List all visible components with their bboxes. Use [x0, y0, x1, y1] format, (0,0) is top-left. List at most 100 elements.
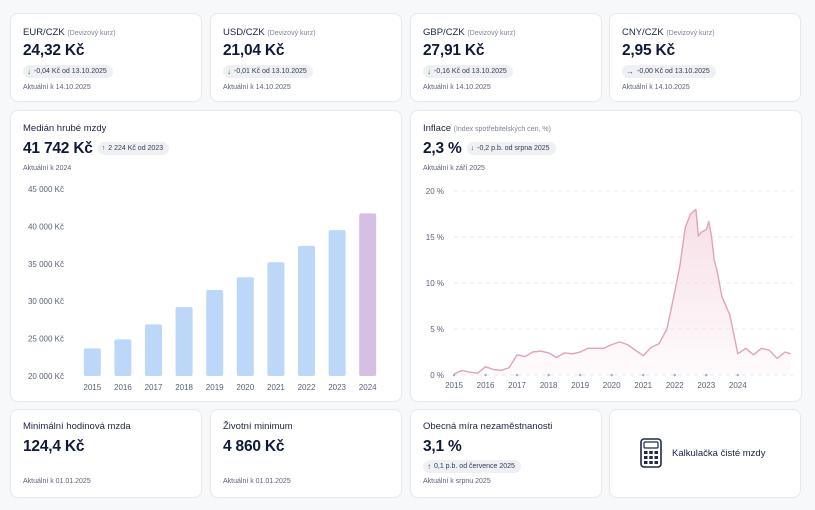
change-text: -0,2 p.b. od srpna 2025: [477, 145, 550, 153]
currency-title: GBP/CZK (Devizový kurz): [423, 27, 516, 38]
y-tick-label: 25 000 Kč: [28, 335, 64, 344]
updated-text: Aktuální k 2024: [23, 165, 72, 172]
arrow-up-icon: ↑: [427, 462, 431, 471]
x-tick-label: 2017: [508, 381, 526, 390]
change-badge: ↑ 2 224 Kč od 2023: [97, 142, 170, 156]
x-tick-label: 2020: [603, 381, 621, 390]
arrow-up-icon: ↑: [101, 145, 106, 153]
inflation-value: 2,3 %: [423, 140, 462, 157]
currency-type: (Devizový kurz): [267, 30, 316, 37]
y-tick-label: 35 000 Kč: [28, 260, 64, 269]
currency-title: CNY/CZK (Devizový kurz): [622, 27, 715, 38]
x-tick-label: 2024: [359, 383, 377, 392]
subsistence-minimum-card[interactable]: Životní minimum 4 860 Kč Aktuální k 01.0…: [210, 409, 402, 498]
change-badge: ↑ 0,1 p.b. od července 2025: [423, 460, 521, 473]
currency-pair: CNY/CZK: [622, 27, 664, 38]
currency-value: 27,91 Kč: [423, 42, 485, 59]
y-tick-label: 15 %: [426, 233, 444, 242]
x-tick-label: 2015: [445, 381, 463, 390]
calculator-icon: [640, 438, 662, 468]
updated-text: Aktuální k 01.01.2025: [23, 478, 91, 485]
inflation-value-row: 2,3 % ↓ -0,2 p.b. od srpna 2025: [423, 140, 556, 158]
x-tick-label: 2020: [236, 383, 254, 392]
updated-text: Aktuální k 14.10.2025: [423, 84, 491, 91]
x-tick-label: 2015: [83, 383, 101, 392]
change-text: -0,00 Kč od 13.10.2025: [637, 68, 710, 75]
calculator-label[interactable]: Kalkulačka čisté mzdy: [672, 447, 766, 459]
updated-text: Aktuální k září 2025: [423, 165, 485, 172]
x-tick-label: 2016: [477, 381, 495, 390]
stat-title: Životní minimum: [223, 421, 293, 432]
arrow-down-icon: ↓: [227, 67, 231, 76]
stat-title: Obecná míra nezaměstnanosti: [423, 421, 553, 432]
inflation-line[interactable]: [453, 208, 791, 375]
inflation-area: [454, 209, 791, 375]
arrow-right-icon: →: [626, 67, 634, 76]
currency-title: USD/CZK (Devizový kurz): [223, 27, 316, 38]
bar[interactable]: [175, 307, 193, 376]
y-tick-label: 20 %: [426, 187, 444, 196]
bar[interactable]: [236, 277, 254, 376]
x-tick-label: 2022: [666, 381, 684, 390]
change-badge: ↓ -0,04 Kč od 13.10.2025: [23, 65, 113, 78]
wage-value-row: 41 742 Kč ↑ 2 224 Kč od 2023: [23, 140, 170, 158]
x-tick-label: 2021: [634, 381, 652, 390]
updated-text: Aktuální k 14.10.2025: [23, 84, 91, 91]
unemployment-card[interactable]: Obecná míra nezaměstnanosti 3,1 % ↑ 0,1 p…: [410, 409, 602, 498]
change-badge: ↓ -0,01 Kč od 13.10.2025: [223, 65, 313, 78]
y-tick-label: 20 000 Kč: [28, 372, 64, 381]
inflation-subtitle: (Index spotřebitelských cen, %): [453, 126, 551, 133]
wage-card[interactable]: Medián hrubé mzdy 41 742 Kč ↑ 2 224 Kč od …: [10, 110, 402, 402]
updated-text: Aktuální k 01.01.2025: [223, 478, 291, 485]
inflation-card[interactable]: Inflace (Index spotřebitelských cen, %) …: [410, 110, 802, 402]
y-tick-label: 0 %: [430, 371, 444, 380]
stat-value: 4 860 Kč: [223, 438, 285, 455]
x-tick-label: 2017: [145, 383, 163, 392]
currency-card-gbp[interactable]: GBP/CZK (Devizový kurz) 27,91 Kč ↓ -0,16 …: [410, 13, 602, 102]
bar[interactable]: [83, 348, 101, 376]
change-badge: ↓ -0,2 p.b. od srpna 2025: [466, 142, 556, 156]
x-tick-label: 2023: [697, 381, 715, 390]
stat-value: 124,4 Kč: [23, 438, 85, 455]
currency-card-eur[interactable]: EUR/CZK (Devizový kurz) 24,32 Kč ↓ -0,04 …: [10, 13, 202, 102]
net-salary-calculator-card[interactable]: Kalkulačka čisté mzdy: [609, 409, 801, 498]
bar[interactable]: [328, 230, 346, 376]
min-wage-card[interactable]: Minimální hodinová mzda 124,4 Kč Aktuáln…: [10, 409, 202, 498]
x-tick-label: 2022: [298, 383, 316, 392]
stat-title: Minimální hodinová mzda: [23, 421, 131, 432]
inflation-area-chart: 0 % 5 % 10 % 15 % 20 % 2015 2016 2017 2018 2019 20…: [426, 187, 793, 390]
change-text: -0,01 Kč od 13.10.2025: [234, 68, 307, 75]
bar[interactable]: [267, 262, 285, 376]
bar[interactable]: [114, 339, 132, 376]
change-text: -0,16 Kč od 13.10.2025: [434, 68, 507, 75]
wage-bar-chart: 20 000 Kč 25 000 Kč 30 000 Kč 35 000 Kč 40 0…: [28, 185, 377, 392]
currency-type: (Devizový kurz): [666, 30, 715, 37]
updated-text: Aktuální k 14.10.2025: [622, 84, 690, 91]
y-tick-label: 10 %: [426, 279, 444, 288]
x-tick-label: 2018: [175, 383, 193, 392]
wage-value: 41 742 Kč: [23, 140, 93, 157]
change-text: 2 224 Kč od 2023: [108, 145, 164, 153]
inflation-title: Inflace: [423, 123, 451, 134]
change-badge: → -0,00 Kč od 13.10.2025: [622, 65, 716, 78]
bar[interactable]: [206, 289, 224, 376]
change-text: 0,1 p.b. od července 2025: [434, 463, 515, 470]
currency-type: (Devizový kurz): [67, 30, 116, 37]
y-tick-label: 45 000 Kč: [28, 185, 64, 194]
x-tick-label: 2021: [267, 383, 285, 392]
bar[interactable]: [298, 245, 315, 376]
x-tick-label: 2019: [571, 381, 589, 390]
calculator-link[interactable]: Kalkulačka čisté mzdy: [640, 438, 765, 468]
x-tick-label: 2023: [328, 383, 346, 392]
currency-card-usd[interactable]: USD/CZK (Devizový kurz) 21,04 Kč ↓ -0,01 …: [210, 13, 402, 102]
currency-title: EUR/CZK (Devizový kurz): [23, 27, 116, 38]
currency-card-cny[interactable]: CNY/CZK (Devizový kurz) 2,95 Kč → -0,00 K…: [609, 13, 801, 102]
updated-text: Aktuální k srpnu 2025: [423, 478, 491, 485]
x-tick-label: 2016: [114, 383, 132, 392]
bar[interactable]: [145, 324, 162, 376]
inflation-title-row: Inflace (Index spotřebitelských cen, %): [423, 123, 551, 134]
arrow-down-icon: ↓: [27, 67, 31, 76]
y-tick-label: 5 %: [430, 325, 444, 334]
bar[interactable]: [359, 213, 377, 376]
wage-title: Medián hrubé mzdy: [23, 123, 107, 134]
